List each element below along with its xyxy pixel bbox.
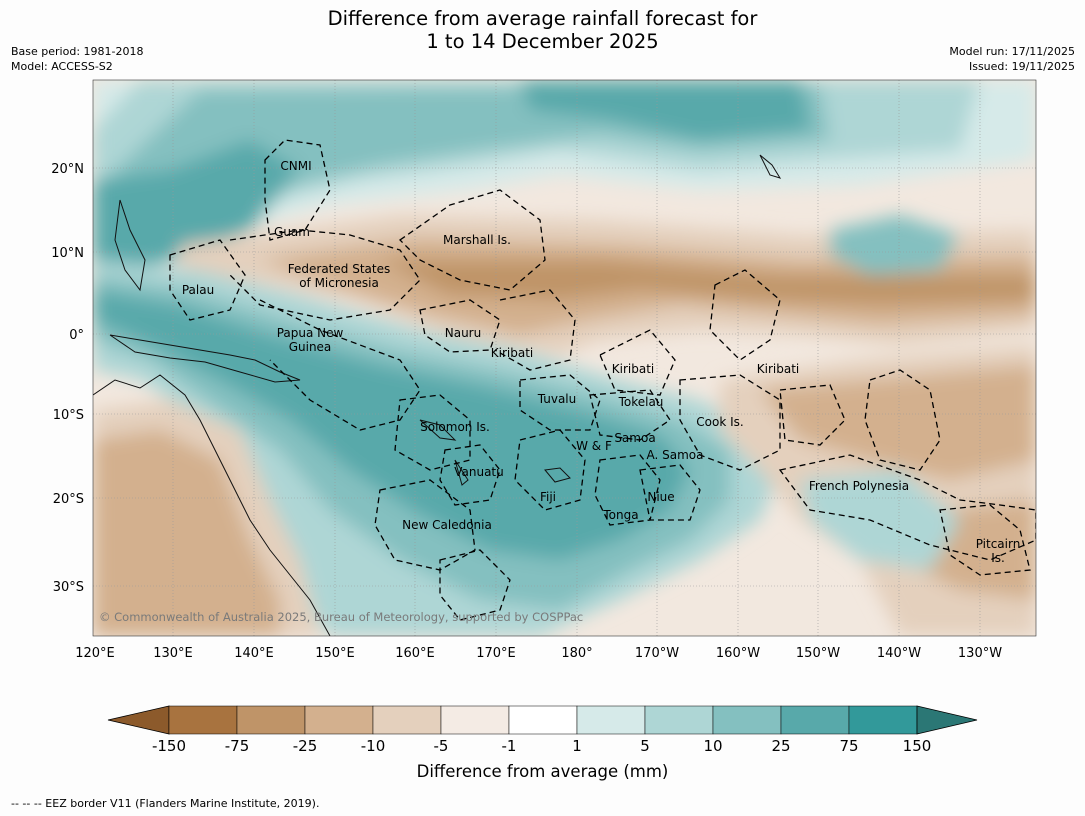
region-label-vanuatu: Vanuatu (454, 465, 504, 479)
lat-label-10n: 10°N (51, 246, 84, 261)
region-label-marshall: Marshall Is. (443, 233, 511, 247)
colorbar-cell (576, 705, 646, 735)
region-label-kiribati-w: Kiribati (491, 346, 533, 360)
colorbar-tick-label: 150 (903, 737, 932, 755)
colorbar-ticks: -150 -75 -25 -10 -5 -1 1 5 10 25 75 150 (152, 737, 931, 755)
colorbar-cell (372, 705, 442, 735)
map-frame (92, 79, 1037, 637)
colorbar-cell (508, 705, 578, 735)
region-label-png-1: Papua New (277, 326, 344, 340)
region-label-pitcairn-1: Pitcairn (976, 537, 1021, 551)
colorbar-cell (848, 705, 918, 735)
lat-label-20n: 20°N (51, 162, 84, 177)
eez-footnote: -- -- -- EEZ border V11 (Flanders Marine… (11, 797, 320, 810)
map-field (93, 80, 1036, 636)
issued-date: Issued: 19/11/2025 (968, 60, 1075, 73)
lon-label-150w: 150°W (796, 646, 840, 661)
model-run: Model run: 17/11/2025 (949, 45, 1075, 58)
lat-label-20s: 20°S (53, 492, 84, 507)
region-label-niue: Niue (647, 490, 674, 504)
colorbar-tick-label: -150 (152, 737, 186, 755)
region-label-tonga: Tonga (602, 508, 638, 522)
region-label-cnmi: CNMI (280, 159, 311, 173)
lon-label-170e: 170°E (476, 646, 516, 661)
lon-label-160w: 160°W (716, 646, 760, 661)
lon-label-130e: 130°E (153, 646, 193, 661)
region-label-nauru: Nauru (445, 326, 481, 340)
colorbar-tick-label: 1 (572, 737, 582, 755)
colorbar-tick-label: -1 (502, 737, 517, 755)
region-label-kiribati-c: Kiribati (612, 362, 654, 376)
title-line-2: 1 to 14 December 2025 (426, 30, 659, 53)
lon-label-140w: 140°W (877, 646, 921, 661)
region-label-png-2: Guinea (289, 340, 332, 354)
gridlines (93, 80, 1036, 636)
colorbar-cell (644, 705, 714, 735)
colorbar-tick-label: 10 (703, 737, 722, 755)
region-label-palau: Palau (182, 283, 214, 297)
colorbar-cell (304, 705, 374, 735)
colorbar-tick-label: -25 (293, 737, 318, 755)
colorbar-tick-label: -10 (361, 737, 386, 755)
base-period: Base period: 1981-2018 (11, 45, 144, 58)
region-label-wf: W & F (576, 439, 612, 453)
region-label-pitcairn-2: Is. (991, 551, 1005, 565)
lon-label-130w: 130°W (958, 646, 1002, 661)
colorbar-tick-label: -5 (434, 737, 449, 755)
colorbar-tick-label: -75 (225, 737, 250, 755)
eez-borders (169, 139, 1036, 621)
lon-label-160e: 160°E (395, 646, 435, 661)
lon-label-140e: 140°E (234, 646, 274, 661)
region-label-french-polynesia: French Polynesia (809, 479, 909, 493)
lon-axis: 120°E 130°E 140°E 150°E 160°E 170°E 180°… (75, 646, 1002, 661)
meta-left: Base period: 1981-2018 Model: ACCESS-S2 (11, 44, 143, 74)
region-label-cook: Cook Is. (696, 415, 743, 429)
region-label-fsm-1: Federated States (288, 262, 390, 276)
model-name: Model: ACCESS-S2 (11, 60, 113, 73)
region-label-solomon: Solomon Is. (420, 420, 490, 434)
colorbar-arrow-max (916, 705, 978, 735)
map-title: Difference from average rainfall forecas… (0, 7, 1085, 53)
title-line-1: Difference from average rainfall forecas… (327, 7, 758, 30)
lon-label-150e: 150°E (315, 646, 355, 661)
colorbar-arrow-min (107, 705, 170, 735)
colorbar-tick-label: 5 (640, 737, 650, 755)
coastlines (93, 154, 782, 636)
colorbar-cell (440, 705, 510, 735)
region-label-tokelau: Tokelau (618, 395, 664, 409)
region-label-fsm-2: of Micronesia (299, 276, 379, 290)
colorbar-cell (712, 705, 782, 735)
region-label-guam: Guam (274, 225, 310, 239)
region-label-fiji: Fiji (540, 490, 556, 504)
lon-label-170w: 170°W (635, 646, 679, 661)
region-label-new-caledonia: New Caledonia (402, 518, 492, 532)
lon-label-120e: 120°E (75, 646, 115, 661)
region-label-samoa: Samoa (614, 431, 655, 445)
colorbar-tick-label: 75 (839, 737, 858, 755)
region-label-tuvalu: Tuvalu (537, 392, 577, 406)
colorbar-title: Difference from average (mm) (416, 762, 669, 781)
colorbar-tick-label: 25 (771, 737, 790, 755)
colorbar-cell (236, 705, 306, 735)
lat-label-10s: 10°S (53, 408, 84, 423)
lat-axis: 20°N 10°N 0° 10°S 20°S 30°S (51, 162, 84, 595)
region-label-asamoa: A. Samoa (647, 448, 704, 462)
region-label-kiribati-e: Kiribati (757, 362, 799, 376)
colorbar: -150 -75 -25 -10 -5 -1 1 5 10 25 75 150 (107, 705, 978, 755)
colorbar-cells (168, 705, 918, 735)
colorbar-cell (780, 705, 850, 735)
meta-right: Model run: 17/11/2025 Issued: 19/11/2025 (949, 44, 1075, 74)
lat-label-0: 0° (69, 328, 84, 343)
colorbar-cell (168, 705, 238, 735)
lon-label-180: 180° (561, 646, 592, 661)
copyright-notice: © Commonwealth of Australia 2025, Bureau… (99, 610, 583, 624)
region-labels: CNMI Guam Marshall Is. Federated States … (182, 159, 1020, 565)
lat-label-30s: 30°S (53, 580, 84, 595)
